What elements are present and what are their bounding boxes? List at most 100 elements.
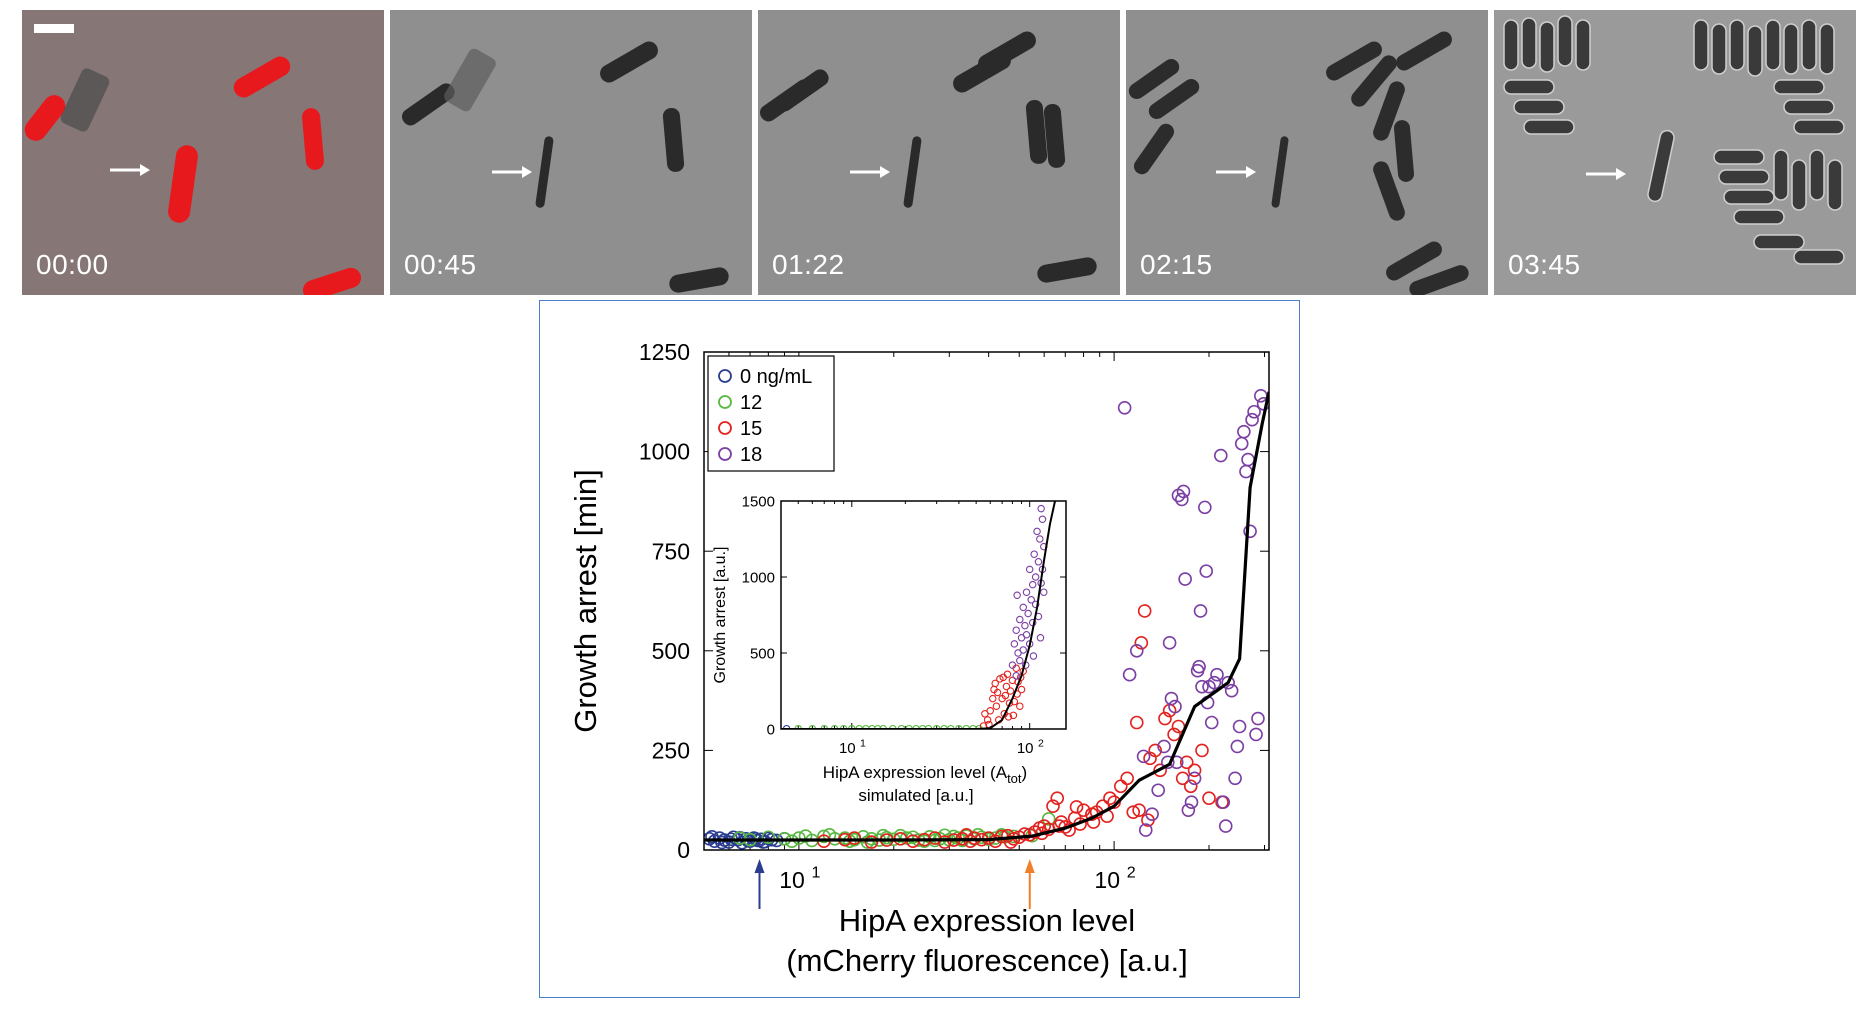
- main-point-series-3: [1175, 492, 1189, 507]
- inset-point-series-2: [1013, 591, 1021, 599]
- main-point-series-3: [1198, 500, 1212, 515]
- main-point-series-3: [1168, 699, 1182, 714]
- micrograph-2: [758, 10, 1120, 295]
- plot-frame: 0 250 500 750 1000 1250 10 1 10 2 Growth arrest [m…: [539, 300, 1300, 998]
- main-point-series-3: [1239, 464, 1253, 479]
- main-point-series-2: [1129, 715, 1144, 730]
- inset-point-series-1: [981, 710, 989, 718]
- inset-point-series-1: [983, 716, 992, 724]
- main-point-series-3: [1129, 643, 1144, 658]
- inset-point-series-2: [1038, 515, 1047, 523]
- main-x-tick-label: 10: [779, 867, 805, 893]
- inset-point-series-2: [1029, 652, 1038, 660]
- inset-point-series-2: [1031, 600, 1040, 609]
- main-point-series-3: [1162, 636, 1177, 650]
- main-y-tick-label: 250: [652, 737, 690, 763]
- main-point-series-3: [1218, 819, 1233, 833]
- main-point-series-2: [1069, 800, 1084, 814]
- inset-point-series-1: [992, 702, 1001, 710]
- main-x-tick-exponent: 1: [812, 864, 821, 882]
- main-point-series-2: [1003, 835, 1018, 849]
- main-point-series-3: [1210, 667, 1224, 682]
- inset-y-axis-label: Growth arrest [a.u.]: [712, 547, 729, 684]
- inset-point-series-2: [1028, 580, 1037, 589]
- main-point-series-2: [1134, 636, 1149, 650]
- inset-x-tick-exponent: 2: [1038, 737, 1044, 749]
- x-axis-label-line2: (mCherry fluorescence) [a.u.]: [786, 943, 1187, 978]
- main-point-series-2: [1076, 803, 1091, 817]
- timestamp-label: 00:00: [36, 249, 109, 280]
- main-point-series-3: [1228, 771, 1242, 786]
- arrow-icon: [492, 166, 532, 178]
- main-point-series-2: [1148, 743, 1162, 758]
- main-axes-frame: [703, 351, 1270, 851]
- main-x-tick-label: 10: [1094, 867, 1120, 893]
- inset-point-series-2: [1034, 558, 1043, 566]
- arrow-icon: [1586, 168, 1626, 180]
- legend-label-0: 0 ng/mL: [740, 366, 812, 388]
- main-point-series-2: [1046, 799, 1060, 813]
- micrograph-1: [390, 10, 752, 295]
- scale-bar: [34, 24, 74, 33]
- main-point-series-3: [1193, 604, 1208, 618]
- main-point-series-2: [1132, 803, 1146, 817]
- main-point-series-3: [1157, 739, 1171, 754]
- micrograph-0: [22, 10, 384, 295]
- main-point-series-3: [1187, 771, 1202, 786]
- main-fit-line: [704, 391, 1269, 842]
- timestamp-label: 02:15: [1140, 249, 1213, 280]
- main-point-series-3: [1195, 679, 1209, 694]
- main-point-series-2: [1103, 791, 1117, 806]
- main-point-series-3: [1151, 783, 1166, 798]
- main-point-series-3: [1245, 412, 1259, 427]
- legend-marker-3: [718, 447, 732, 461]
- inset-point-series-2: [1031, 573, 1040, 581]
- arrow-icon: [1216, 166, 1256, 178]
- main-point-series-2: [1052, 819, 1067, 833]
- inset-point-series-1: [1006, 687, 1015, 695]
- inset-plot-area: [781, 501, 1066, 729]
- timestamp-label: 00:45: [404, 249, 477, 280]
- main-point-series-3: [1214, 448, 1228, 463]
- inset-point-series-2: [1037, 504, 1045, 513]
- main-point-series-2: [1153, 763, 1167, 778]
- main-point-series-2: [1017, 827, 1032, 841]
- legend-marker-1: [718, 395, 732, 409]
- main-point-series-3: [1192, 659, 1206, 674]
- main-point-series-3: [1145, 807, 1159, 821]
- inset-x-tick-exponent: 1: [860, 737, 866, 749]
- timelapse-panel-1: 00:45: [390, 10, 752, 295]
- main-point-series-3: [1160, 755, 1175, 770]
- inset-point-series-2: [1024, 609, 1032, 618]
- inset-axes-frame: [780, 500, 1067, 730]
- timelapse-panel-2: 01:22: [758, 10, 1120, 295]
- inset-point-series-2: [1008, 661, 1017, 669]
- main-point-series-2: [847, 831, 862, 845]
- inset-point-series-1: [1002, 682, 1011, 691]
- main-point-series-3: [1249, 727, 1263, 742]
- inset-point-series-2: [1033, 527, 1041, 536]
- inset-point-series-2: [1021, 621, 1029, 630]
- inset-point-series-1: [1017, 685, 1026, 694]
- main-point-series-1: [798, 829, 813, 843]
- inset-y-tick-label: 0: [767, 721, 775, 738]
- main-point-series-3: [1164, 691, 1179, 706]
- main-point-series-2: [1202, 791, 1216, 806]
- inset-point-series-2: [1019, 603, 1027, 612]
- inset-point-series-2: [1025, 565, 1034, 574]
- inset-point-series-2: [1012, 626, 1020, 634]
- main-point-series-3: [1204, 715, 1219, 730]
- main-point-series-3: [1136, 749, 1151, 764]
- inset-point-series-1: [989, 694, 997, 703]
- legend: 0 ng/mL 12 15 18: [707, 355, 835, 472]
- main-point-series-3: [1122, 667, 1137, 682]
- main-y-tick-label: 0: [677, 837, 690, 863]
- inset-point-series-2: [1030, 550, 1038, 558]
- main-point-series-2: [1113, 779, 1128, 794]
- main-point-series-0: [715, 835, 729, 850]
- main-point-series-2: [1167, 727, 1181, 742]
- main-point-series-2: [1187, 763, 1202, 778]
- inset-x-tick-label: 10: [1017, 740, 1034, 757]
- inset-point-series-1: [1004, 713, 1013, 721]
- inset-point-series-2: [1019, 646, 1027, 654]
